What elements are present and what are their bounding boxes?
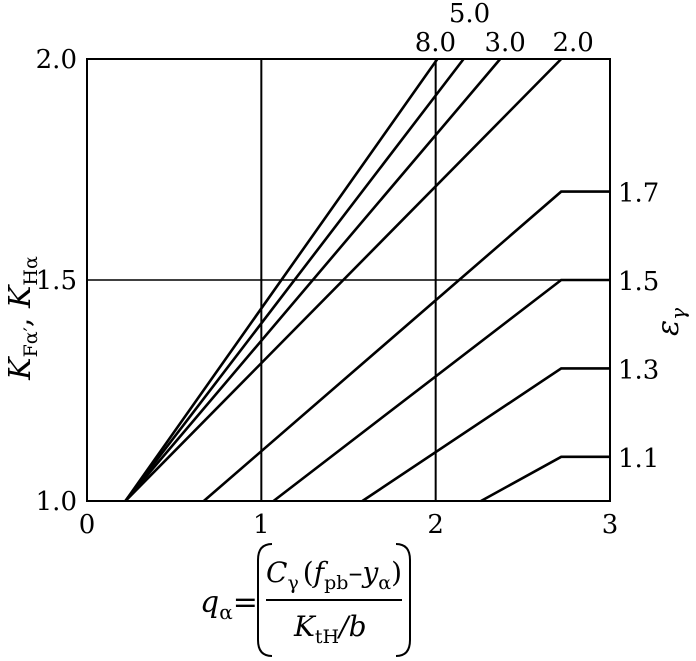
num-c: C [266, 556, 287, 589]
series-line-5-0 [124, 58, 465, 502]
series-line-1-7 [202, 190, 610, 502]
formula-left-bracket [257, 543, 273, 657]
series-label-2-0: 2.0 [553, 28, 594, 58]
formula-lhs: qα= [200, 585, 258, 624]
formula-q: q [200, 585, 219, 620]
formula-q-sub: α [219, 600, 233, 624]
formula-denominator: KtH/b [293, 610, 367, 648]
series-line-1-5 [272, 278, 610, 503]
series-line-1-3 [361, 367, 610, 503]
formula-eq: = [233, 585, 258, 620]
y-label-sep: , [3, 308, 38, 327]
x-axis-formula: qα= Cγ (fpb–yα) KtH/b [200, 543, 411, 657]
num-c-sub: γ [287, 572, 298, 594]
x-tick-label: 3 [602, 510, 619, 540]
series-labels: 8.05.03.0 2.0 1.7 1.5 1.3 1.1 [415, 0, 660, 474]
series-label-5-0: 5.0 [449, 0, 490, 29]
series-label-3-0: 3.0 [484, 28, 525, 58]
y-label-k1: K [3, 356, 38, 381]
y-label-k2: K [3, 284, 38, 309]
num-lparen: ( [303, 556, 314, 589]
y-label-k1-sub: Fα′ [20, 327, 42, 357]
right-label-symbol: ε [651, 320, 686, 336]
num-y: y [360, 556, 379, 589]
formula-numerator: Cγ (fpb–yα) [266, 556, 402, 594]
grid-lines [87, 59, 610, 501]
formula-right-bracket [395, 543, 411, 657]
den-k: K [293, 610, 317, 643]
x-tick-label: 2 [427, 510, 444, 540]
series-label-1-1: 1.1 [618, 444, 659, 474]
series-label-1-5: 1.5 [618, 267, 659, 297]
series-line-3-0 [124, 58, 502, 502]
series-line-1-1 [480, 455, 610, 503]
y-axis-label: KFα′, KHα [3, 256, 42, 381]
series-label-8-0: 8.0 [415, 28, 456, 58]
series-line-8-0 [124, 58, 439, 502]
series-label-1-3: 1.3 [618, 355, 659, 385]
x-tick-label: 1 [253, 510, 270, 540]
series-line-2-0 [124, 58, 563, 502]
y-tick-label: 2.0 [36, 45, 77, 75]
right-axis-label: εγ [651, 308, 690, 336]
x-tick-label: 0 [79, 510, 96, 540]
series-label-1-7: 1.7 [618, 179, 659, 209]
tick-labels: 0 1 2 3 1.0 1.5 2.0 [36, 45, 619, 540]
y-tick-label: 1.0 [36, 487, 77, 517]
right-label-sub: γ [666, 308, 690, 320]
den-rest: /b [336, 610, 366, 643]
num-minus: – [348, 556, 362, 589]
num-rparen: ) [391, 556, 402, 589]
num-y-sub: α [378, 572, 391, 594]
y-tick-label: 1.5 [36, 266, 77, 296]
series-lines [124, 58, 610, 503]
y-label-k2-sub: Hα [20, 256, 42, 286]
num-f-sub: pb [324, 572, 348, 594]
den-k-sub: tH [315, 626, 339, 648]
